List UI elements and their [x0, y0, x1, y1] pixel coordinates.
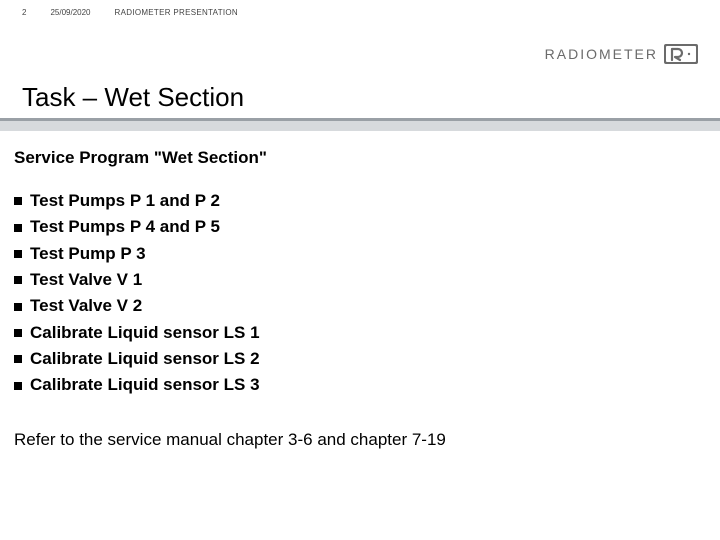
- list-item: Calibrate Liquid sensor LS 2: [14, 346, 260, 372]
- title-divider: [0, 118, 720, 131]
- slide: 2 25/09/2020 RADIOMETER PRESENTATION RAD…: [0, 0, 720, 540]
- list-item-label: Test Valve V 2: [30, 293, 142, 319]
- list-item: Test Pumps P 1 and P 2: [14, 188, 260, 214]
- subtitle: Service Program "Wet Section": [14, 148, 267, 168]
- list-item: Test Pump P 3: [14, 241, 260, 267]
- bullet-icon: [14, 224, 22, 232]
- bullet-icon: [14, 355, 22, 363]
- footer-reference: Refer to the service manual chapter 3-6 …: [14, 430, 446, 450]
- list-item-label: Calibrate Liquid sensor LS 2: [30, 346, 260, 372]
- list-item-label: Calibrate Liquid sensor LS 3: [30, 372, 260, 398]
- list-item-label: Test Pumps P 4 and P 5: [30, 214, 220, 240]
- slide-title: Task – Wet Section: [22, 82, 244, 113]
- header-date: 25/09/2020: [50, 8, 90, 17]
- list-item: Test Valve V 1: [14, 267, 260, 293]
- list-item-label: Test Pump P 3: [30, 241, 146, 267]
- list-item: Calibrate Liquid sensor LS 1: [14, 320, 260, 346]
- list-item: Calibrate Liquid sensor LS 3: [14, 372, 260, 398]
- slide-header: 2 25/09/2020 RADIOMETER PRESENTATION: [0, 8, 720, 17]
- logo-mark-icon: [664, 44, 698, 64]
- logo: RADIOMETER: [545, 44, 698, 64]
- divider-bottom: [0, 121, 720, 131]
- page-number: 2: [22, 8, 26, 17]
- list-item-label: Test Valve V 1: [30, 267, 142, 293]
- bullet-list: Test Pumps P 1 and P 2 Test Pumps P 4 an…: [14, 188, 260, 399]
- bullet-icon: [14, 382, 22, 390]
- list-item-label: Calibrate Liquid sensor LS 1: [30, 320, 260, 346]
- bullet-icon: [14, 303, 22, 311]
- logo-text: RADIOMETER: [545, 46, 658, 62]
- list-item-label: Test Pumps P 1 and P 2: [30, 188, 220, 214]
- bullet-icon: [14, 250, 22, 258]
- bullet-icon: [14, 329, 22, 337]
- presentation-label: RADIOMETER PRESENTATION: [115, 8, 239, 17]
- list-item: Test Pumps P 4 and P 5: [14, 214, 260, 240]
- bullet-icon: [14, 276, 22, 284]
- bullet-icon: [14, 197, 22, 205]
- list-item: Test Valve V 2: [14, 293, 260, 319]
